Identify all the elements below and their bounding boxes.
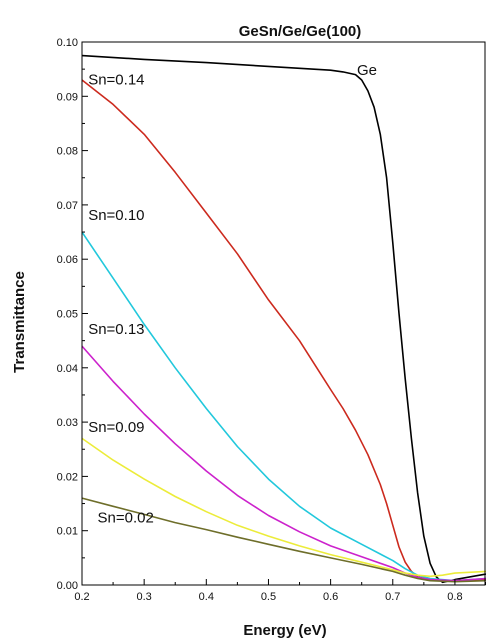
x-tick-label: 0.2 <box>74 591 89 603</box>
y-tick-label: 0.06 <box>57 254 78 266</box>
series-line <box>81 437 486 578</box>
x-tick-label: 0.3 <box>137 591 152 603</box>
y-tick-label: 0.09 <box>57 91 78 103</box>
series-label: Sn=0.02 <box>98 510 154 527</box>
y-tick-label: 0.10 <box>57 37 78 49</box>
x-tick-label: 0.6 <box>323 591 338 603</box>
series-line <box>81 231 486 582</box>
x-axis-title: Energy (eV) <box>243 622 326 639</box>
series-line <box>81 345 486 582</box>
x-tick-label: 0.4 <box>199 591 214 603</box>
x-tick-label: 0.5 <box>261 591 276 603</box>
series-label: Sn=0.09 <box>88 419 144 436</box>
x-tick-label: 0.7 <box>385 591 400 603</box>
y-tick-label: 0.08 <box>57 146 78 158</box>
y-tick-label: 0.03 <box>57 417 78 429</box>
series-label: Ge <box>357 62 377 79</box>
y-tick-label: 0.01 <box>57 526 78 538</box>
plot-frame <box>81 41 486 586</box>
y-tick-label: 0.07 <box>57 200 78 212</box>
series-line <box>81 497 486 583</box>
series-label: Sn=0.14 <box>88 71 144 88</box>
y-tick-label: 0.04 <box>57 363 78 375</box>
y-tick-label: 0.00 <box>57 580 78 592</box>
series-labels: Ge Sn=0.14 Sn=0.10 Sn=0.13 Sn=0.09 Sn=0.02 <box>88 62 377 527</box>
x-axis: 0.2 0.3 0.4 0.5 0.6 0.7 0.8 <box>74 579 486 603</box>
series-lines <box>81 54 486 584</box>
chart-title: GeSn/Ge/Ge(100) <box>239 23 362 40</box>
series-label: Sn=0.13 <box>88 321 144 338</box>
x-tick-label: 0.8 <box>447 591 462 603</box>
y-tick-label: 0.02 <box>57 471 78 483</box>
y-axis: 0.00 0.01 0.02 0.03 0.04 0.05 0.06 0.07 0.08 0.09… <box>57 37 88 592</box>
y-tick-label: 0.05 <box>57 309 78 321</box>
series-label: Sn=0.10 <box>88 207 144 224</box>
y-axis-title: Transmittance <box>11 271 28 373</box>
series-line <box>81 54 486 584</box>
